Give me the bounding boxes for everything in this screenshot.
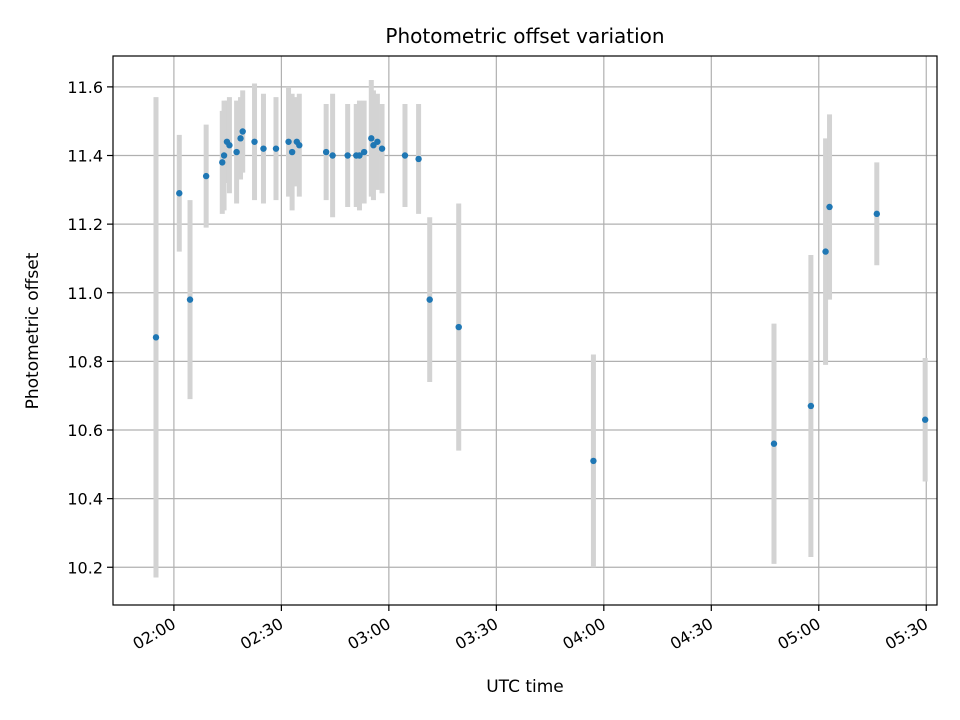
- data-point: [368, 135, 375, 142]
- data-point: [285, 138, 292, 145]
- data-points: [152, 128, 929, 465]
- y-tick-label: 11.6: [67, 78, 103, 97]
- data-point: [873, 210, 881, 218]
- data-point: [415, 155, 422, 163]
- data-point: [770, 440, 778, 447]
- data-point: [220, 152, 228, 159]
- plot-frame: [112, 55, 938, 606]
- data-point: [219, 159, 226, 166]
- data-point: [226, 142, 233, 149]
- data-point: [378, 145, 386, 152]
- data-point: [288, 148, 296, 156]
- y-tick-label: 10.8: [67, 352, 103, 371]
- data-point: [322, 148, 330, 156]
- data-point: [272, 145, 280, 152]
- data-point: [233, 148, 240, 156]
- data-point: [152, 334, 160, 341]
- y-tick-label: 11.0: [67, 284, 103, 303]
- data-point: [807, 402, 815, 410]
- data-point: [374, 138, 381, 145]
- data-point: [921, 416, 929, 423]
- data-point: [329, 152, 336, 159]
- data-point: [426, 296, 433, 303]
- data-point: [356, 152, 363, 159]
- y-axis-ticks: 10.2 10.4 10.6 10.8 11.0 11.2 11.4 11.6: [67, 78, 113, 577]
- y-tick-label: 10.6: [67, 421, 103, 440]
- data-point: [822, 248, 829, 255]
- y-tick-label: 11.2: [67, 215, 103, 234]
- data-point: [176, 190, 183, 197]
- y-axis-title: Photometric offset: [23, 252, 43, 409]
- x-axis-title: UTC time: [486, 677, 564, 697]
- data-point: [590, 457, 597, 465]
- data-point: [239, 128, 246, 135]
- y-tick-label: 11.4: [67, 147, 103, 166]
- data-point: [251, 138, 258, 145]
- data-point: [360, 148, 368, 156]
- data-point: [296, 142, 303, 149]
- grid-lines: [113, 56, 937, 605]
- chart-title: Photometric offset variation: [385, 24, 664, 48]
- data-point: [401, 152, 409, 159]
- y-tick-label: 10.2: [67, 558, 103, 577]
- y-tick-label: 10.4: [67, 490, 103, 509]
- data-point: [237, 135, 244, 142]
- data-point: [260, 145, 267, 152]
- data-point: [455, 323, 462, 331]
- data-point: [344, 152, 351, 159]
- data-point: [186, 296, 194, 303]
- data-point: [202, 172, 210, 180]
- data-point: [826, 203, 833, 211]
